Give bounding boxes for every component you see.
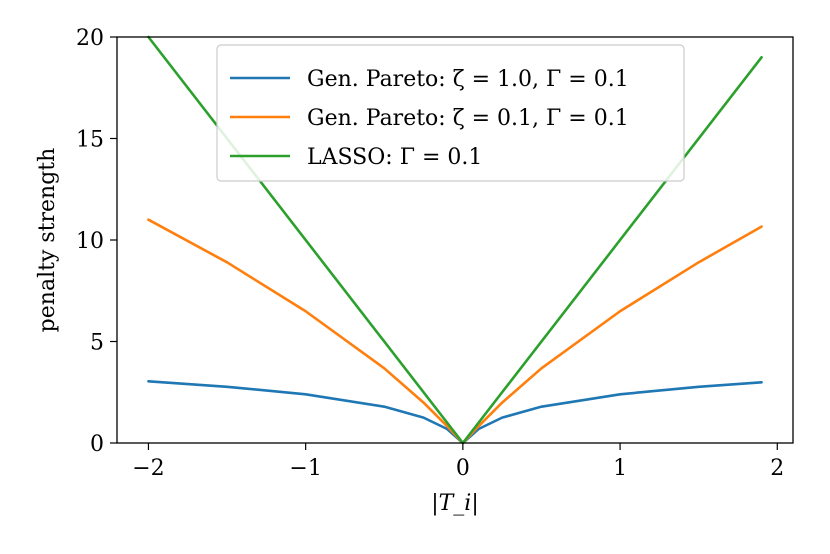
x-tick-label: 1 [613, 456, 627, 481]
legend-label-2: Gen. Pareto: ζ = 0.1, Γ = 0.1 [307, 106, 629, 131]
y-tick-label: 5 [90, 331, 104, 356]
y-tick-label: 15 [76, 128, 104, 153]
legend-box [216, 44, 685, 182]
legend-label-1: Gen. Pareto: ζ = 1.0, Γ = 0.1 [307, 67, 629, 92]
legend: Gen. Pareto: ζ = 1.0, Γ = 0.1 Gen. Pareto… [216, 44, 685, 182]
y-tick-label: 0 [90, 432, 104, 457]
x-tick-label: −1 [289, 456, 321, 481]
series-line-2 [147, 218, 763, 445]
x-tick-label: 2 [770, 456, 784, 481]
x-tick-label: −2 [132, 456, 164, 481]
legend-label-3: LASSO: Γ = 0.1 [307, 145, 482, 170]
y-axis-label: penalty strength [35, 148, 60, 333]
x-axis-label: |T_i| [431, 491, 479, 516]
y-tick-label: 10 [76, 229, 104, 254]
x-tick-label: 0 [456, 456, 470, 481]
y-tick-label: 20 [76, 26, 104, 51]
